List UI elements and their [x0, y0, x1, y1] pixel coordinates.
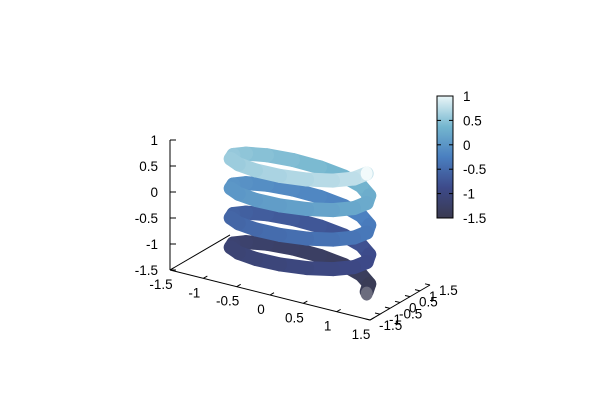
- x-tick-mark: [269, 292, 275, 296]
- y-tick-label: -1.5: [379, 318, 402, 333]
- z-tick-label: 0.5: [139, 159, 158, 174]
- x-tick-mark: [336, 308, 341, 313]
- x-tick-mark: [236, 283, 241, 288]
- helix-segment: [223, 151, 246, 172]
- helix-start-cap: [360, 286, 373, 301]
- y-tick-mark: [404, 294, 411, 298]
- z-tick-label: -1.5: [135, 263, 158, 278]
- x-tick-label: -1.5: [149, 277, 172, 292]
- x-tick-label: -0.5: [216, 294, 239, 309]
- axes-group: [169, 139, 431, 321]
- x-tick-label: 0.5: [285, 310, 304, 325]
- x-tick-label: 1.5: [352, 327, 371, 342]
- colorbar-tick-label: 0.5: [463, 113, 482, 128]
- x-tick-label: 1: [324, 319, 332, 334]
- colorbar-tick-label: 0: [463, 138, 471, 153]
- x-tick-mark: [303, 300, 308, 304]
- z-tick-label: 1: [150, 133, 158, 148]
- x-tick-mark: [203, 275, 208, 279]
- y-tick-mark: [424, 283, 431, 286]
- helix-segment: [223, 210, 246, 231]
- colorbar-bar: [436, 95, 454, 219]
- colorbar-tick-label: -0.5: [463, 162, 486, 177]
- z-tick-label: -1: [146, 237, 158, 252]
- y-tick-mark: [394, 300, 401, 303]
- z-tick-label: -0.5: [135, 211, 158, 226]
- tick-labels: -1.5-1-0.500.511.5-1.5-1-0.50 0.51 1.5-1.5…: [135, 133, 458, 342]
- y-tick-label: -0.5: [399, 306, 422, 321]
- helix-end-cap: [360, 166, 373, 181]
- y-axis-line: [169, 234, 231, 271]
- y-tick-label: 1: [429, 289, 437, 304]
- y-tick-mark: [414, 289, 421, 292]
- colorbar: -1.5 -1 -0.5 0 0.5 1: [436, 89, 486, 226]
- helix-segment: [223, 240, 246, 260]
- helix-segment: [223, 181, 246, 201]
- x-tick-label: 0: [257, 302, 265, 317]
- y-tick-mark: [374, 312, 381, 315]
- y-tick-mark: [364, 318, 371, 321]
- y-tick-label: 0.5: [419, 295, 438, 310]
- x-tick-mark: [369, 317, 375, 321]
- x-tick-label: -1: [188, 285, 200, 300]
- colorbar-tick-label: -1: [463, 187, 475, 202]
- helix-tube: [223, 146, 377, 301]
- y-tick-label: 0: [409, 301, 417, 316]
- colorbar-tick-label: -1.5: [463, 211, 486, 226]
- z-tick-label: 0: [150, 185, 158, 200]
- y-tick-label: 1.5: [439, 283, 458, 298]
- colorbar-tick-label: 1: [463, 89, 471, 104]
- y-tick-label: -1: [389, 312, 401, 327]
- y-tick-mark: [384, 306, 391, 309]
